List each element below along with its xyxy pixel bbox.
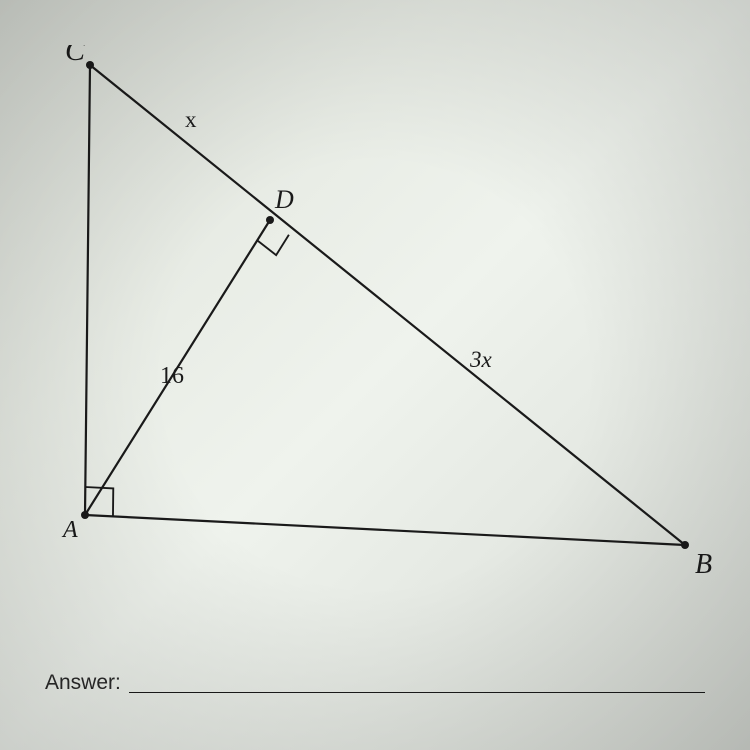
vertex-label-a: A xyxy=(61,517,78,543)
vertex-label-b: B xyxy=(695,549,712,580)
answer-label: Answer: xyxy=(45,671,121,695)
vertex-label-c: C xyxy=(65,45,86,67)
vertex-label-d: D xyxy=(274,185,294,214)
edge-label-cd: x xyxy=(185,107,197,132)
edge-label-db: 3x xyxy=(469,347,493,372)
worksheet-container: A B C D x 3x 16 Answer: xyxy=(0,0,750,750)
answer-row: Answer: xyxy=(45,671,705,695)
edge-label-ad: 16 xyxy=(160,363,184,389)
triangle-diagram: A B C D x 3x 16 xyxy=(30,45,720,585)
answer-blank-line[interactable] xyxy=(129,692,705,693)
